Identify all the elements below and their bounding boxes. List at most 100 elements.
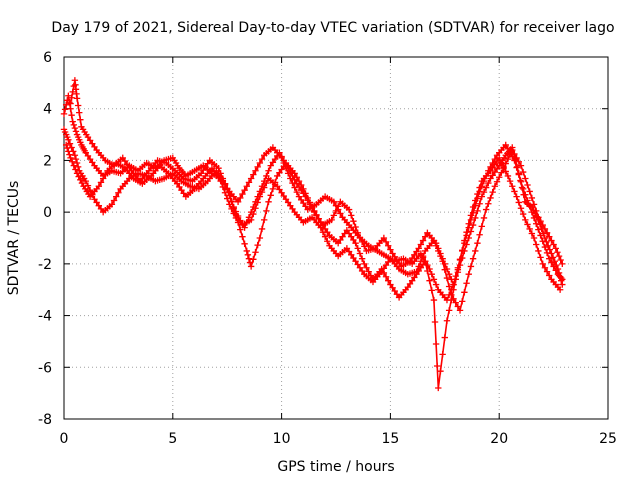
plot-frame — [63, 56, 609, 420]
data-point — [110, 197, 118, 204]
data-point — [232, 211, 240, 218]
data-point — [237, 194, 244, 202]
data-point — [337, 210, 344, 217]
data-point — [556, 286, 564, 293]
data-point — [385, 277, 392, 284]
data-point — [356, 264, 364, 271]
x-tick-labels: 0 5 10 15 20 25 — [60, 431, 617, 447]
data-point — [506, 149, 514, 156]
data-point — [524, 181, 531, 189]
data-series — [60, 77, 566, 392]
data-point — [350, 254, 357, 262]
data-point — [278, 189, 285, 196]
data-point — [271, 155, 279, 163]
data-point — [424, 267, 431, 275]
data-point — [258, 155, 266, 163]
data-point — [413, 248, 420, 255]
data-point — [352, 239, 359, 247]
data-point — [289, 205, 296, 213]
data-point — [217, 170, 224, 177]
data-point — [500, 163, 507, 171]
data-point — [119, 154, 126, 162]
data-point — [221, 180, 229, 187]
x-tick-label: 10 — [273, 431, 291, 447]
data-point — [537, 254, 544, 261]
data-point — [73, 159, 81, 167]
data-point — [280, 157, 287, 164]
data-point — [91, 143, 98, 151]
data-point — [428, 287, 435, 294]
data-point — [202, 163, 209, 171]
data-point — [176, 183, 183, 191]
data-point — [324, 228, 331, 236]
data-point — [345, 248, 353, 255]
data-point — [302, 193, 309, 200]
data-point — [389, 250, 396, 257]
data-point — [472, 247, 479, 255]
y-tick-label: 2 — [43, 153, 52, 169]
data-point — [554, 249, 561, 256]
data-point — [267, 162, 274, 169]
data-point — [204, 160, 211, 167]
y-tick-label: -6 — [38, 360, 52, 376]
data-point — [461, 289, 468, 296]
data-point — [430, 276, 438, 283]
x-tick-label: 25 — [599, 431, 617, 447]
data-point — [431, 318, 439, 326]
data-point — [60, 110, 68, 118]
data-point — [558, 274, 565, 282]
data-point — [465, 224, 472, 231]
data-point — [72, 166, 79, 173]
data-point — [330, 198, 338, 205]
data-point — [541, 225, 549, 233]
data-point — [247, 208, 255, 216]
data-point — [263, 172, 270, 180]
data-point — [389, 284, 396, 291]
data-point — [180, 190, 187, 197]
data-point — [73, 170, 81, 177]
data-point — [480, 177, 488, 185]
data-point — [515, 171, 522, 178]
data-point — [287, 168, 294, 176]
data-point — [61, 106, 69, 113]
data-point — [178, 186, 185, 194]
data-point — [99, 175, 107, 182]
data-point — [530, 234, 538, 242]
data-point — [452, 272, 459, 280]
data-point — [406, 258, 414, 265]
series-track-2 — [60, 126, 566, 314]
data-point — [311, 208, 318, 216]
data-point — [108, 201, 116, 208]
data-point — [250, 256, 257, 263]
data-point — [269, 185, 277, 193]
data-point — [559, 276, 566, 283]
data-point — [348, 251, 355, 259]
data-point — [276, 149, 283, 156]
data-point — [91, 196, 98, 203]
data-point — [66, 99, 73, 106]
data-point — [239, 233, 246, 240]
data-point — [68, 158, 76, 165]
data-point — [276, 169, 283, 176]
data-point — [506, 177, 514, 185]
data-point — [417, 264, 425, 271]
data-point — [546, 233, 553, 240]
data-point — [241, 224, 248, 231]
data-point — [82, 177, 89, 185]
data-point — [557, 256, 564, 264]
data-point — [274, 172, 281, 180]
data-point — [71, 152, 79, 159]
data-point — [532, 220, 540, 227]
data-point — [391, 253, 398, 260]
data-point — [465, 271, 472, 278]
data-point — [86, 137, 94, 144]
data-point — [95, 183, 103, 190]
data-point — [491, 155, 499, 163]
data-point — [526, 188, 533, 195]
data-point — [408, 254, 416, 262]
data-point — [65, 92, 72, 99]
data-point — [345, 206, 353, 213]
data-point — [69, 88, 76, 96]
data-point — [256, 159, 264, 167]
data-point — [365, 268, 372, 275]
